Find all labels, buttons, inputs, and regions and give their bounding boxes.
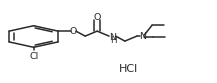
Text: N: N [109,33,117,42]
Text: N: N [139,32,146,41]
Text: H: H [110,36,116,45]
Text: O: O [70,27,77,36]
Text: Cl: Cl [29,52,38,61]
Text: O: O [94,13,101,22]
Text: HCl: HCl [118,64,138,74]
